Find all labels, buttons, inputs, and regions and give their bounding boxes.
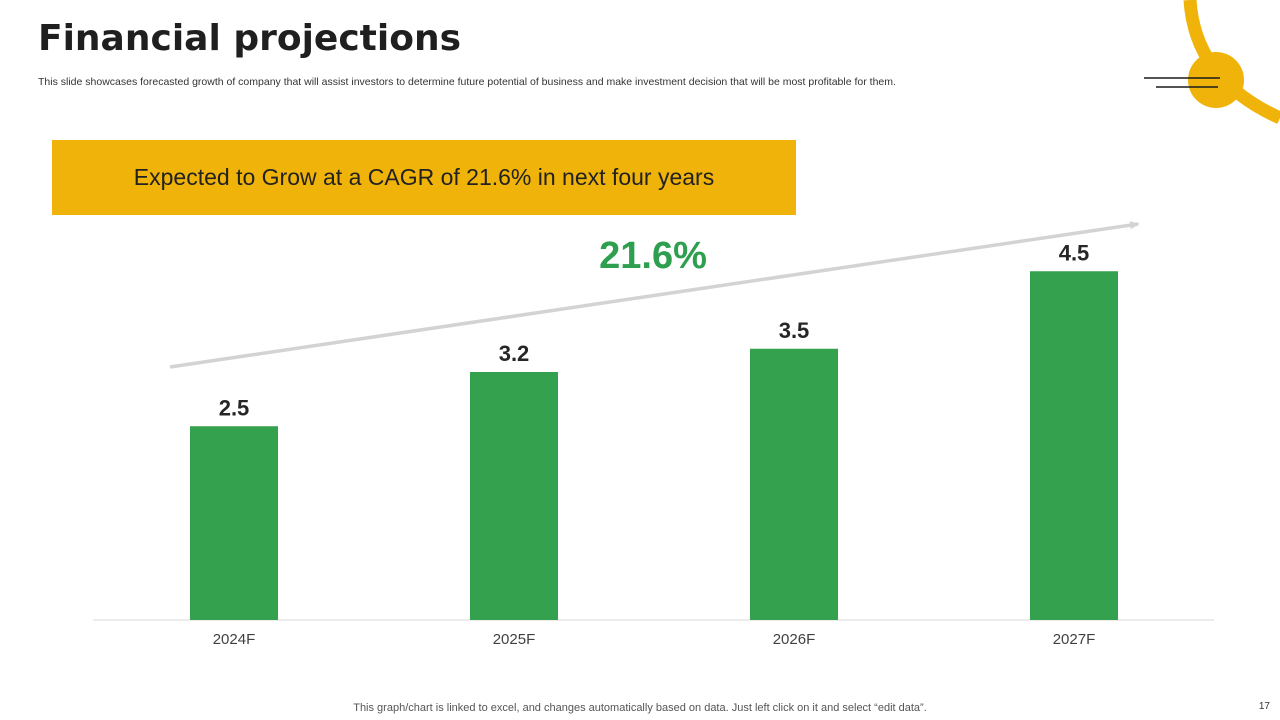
x-tick-2027F: 2027F — [1053, 631, 1096, 648]
banner-text: Expected to Grow at a CAGR of 21.6% in n… — [133, 164, 715, 190]
cagr-banner: Expected to Grow at a CAGR of 21.6% in n… — [52, 140, 796, 215]
cagr-value: 21.6% — [599, 235, 707, 277]
x-tick-2024F: 2024F — [213, 631, 256, 648]
decor-arc — [1183, 0, 1280, 124]
data-label-2026F: 3.5 — [779, 318, 810, 343]
page-title: Financial projections — [38, 18, 462, 59]
bar-2026F — [750, 348, 838, 620]
growth-arrow — [169, 221, 1140, 369]
bar-2027F — [1030, 271, 1118, 620]
footer-note: This graph/chart is linked to excel, and… — [353, 702, 927, 714]
data-label-2024F: 2.5 — [219, 395, 250, 420]
data-label-2025F: 3.2 — [499, 341, 530, 366]
decor-circle — [1188, 52, 1244, 108]
page-number: 17 — [1258, 701, 1270, 712]
bar-2025F — [470, 372, 558, 620]
data-label-2027F: 4.5 — [1059, 240, 1090, 265]
page-subtitle: This slide showcases forecasted growth o… — [38, 76, 896, 88]
x-tick-2026F: 2026F — [773, 631, 816, 648]
bar-chart: 21.6% 2.5 2024F 3.2 2025F 3.5 2026F 4.5 2027F — [93, 221, 1214, 648]
bar-2024F — [190, 426, 278, 620]
x-tick-2025F: 2025F — [493, 631, 536, 648]
